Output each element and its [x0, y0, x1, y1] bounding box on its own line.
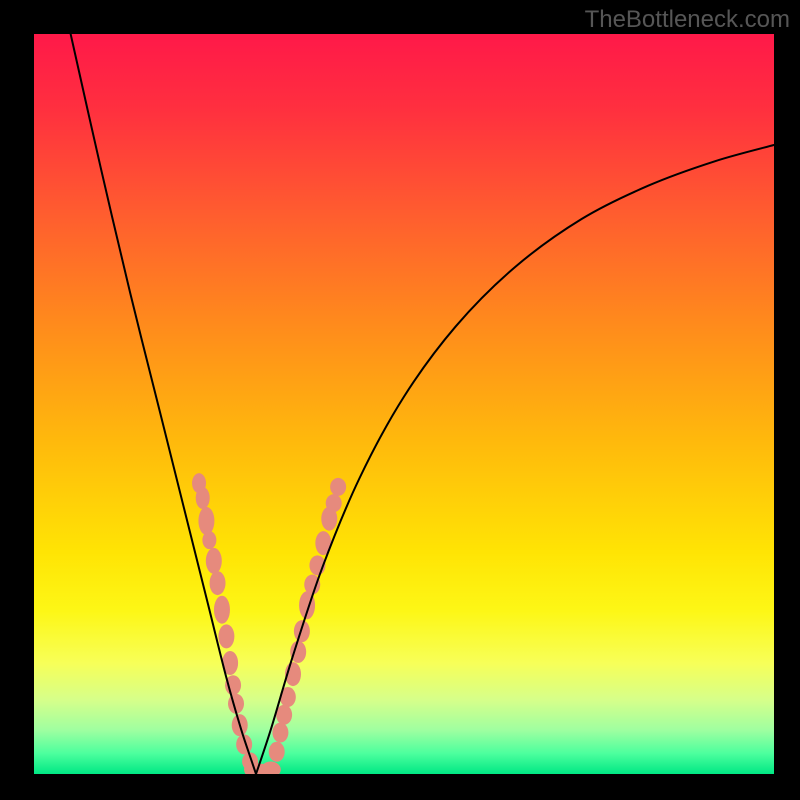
bead-marker — [330, 478, 346, 496]
bead-marker — [294, 620, 310, 642]
bead-marker — [269, 742, 285, 762]
bead-marker — [198, 507, 214, 535]
watermark-text: TheBottleneck.com — [585, 6, 790, 34]
bead-marker — [196, 487, 210, 509]
bead-marker — [202, 531, 216, 549]
bead-marker — [218, 624, 234, 648]
plot-area — [34, 34, 774, 774]
bead-marker — [206, 548, 222, 574]
chart-background — [34, 34, 774, 774]
bead-marker — [272, 723, 288, 743]
bead-marker — [326, 494, 342, 512]
bead-marker — [210, 571, 226, 595]
chart-frame: TheBottleneck.com — [0, 0, 800, 800]
chart-svg — [34, 34, 774, 774]
bead-marker — [276, 705, 292, 725]
bead-marker — [214, 596, 230, 624]
